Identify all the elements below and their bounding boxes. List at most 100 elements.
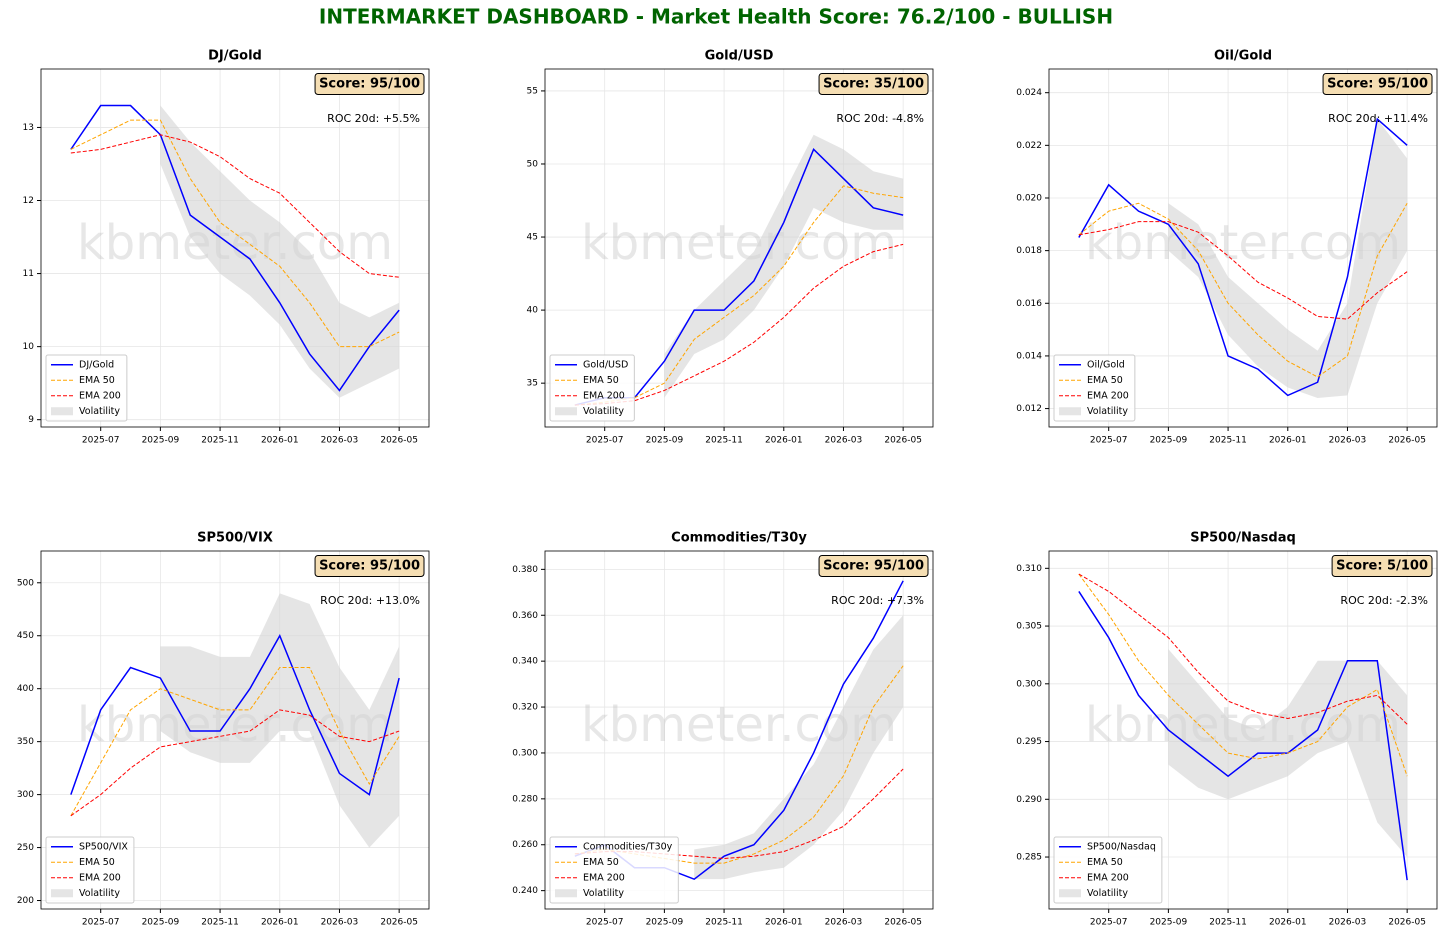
watermark: kbmeter.com (581, 215, 897, 271)
x-tick-label: 2026-01 (1269, 918, 1307, 928)
chart-panel: SP500/VIX 200 250 300 350 400 450 500 2025-07 202… (17, 531, 430, 928)
x-tick-label: 2026-03 (321, 436, 359, 446)
y-tick-label: 0.012 (1016, 404, 1042, 414)
y-tick-label: 0.020 (1016, 193, 1042, 203)
x-tick-label: 2026-03 (825, 436, 863, 446)
y-tick-label: 0.340 (512, 657, 538, 667)
x-tick-label: 2025-11 (1209, 918, 1247, 928)
legend-label: Oil/Gold (1087, 359, 1125, 370)
ema-line (1078, 221, 1408, 320)
y-tick-label: 0.295 (1016, 737, 1042, 747)
y-tick-label: 50 (527, 159, 539, 169)
score-box (818, 555, 929, 577)
legend-box (1053, 354, 1136, 422)
y-tick-label: 0.018 (1016, 246, 1042, 256)
plot-frame (40, 550, 430, 910)
plot-frame (1048, 68, 1438, 428)
x-tick-label: 2026-05 (380, 918, 418, 928)
ema-line (70, 134, 400, 278)
legend-swatch (1059, 407, 1081, 416)
chart-panel: Commodities/T30y 0.240 0.260 0.280 0.300 0.32… (512, 531, 934, 928)
legend-label: Volatility (1087, 888, 1128, 899)
y-tick-label: 0.022 (1016, 141, 1042, 151)
x-tick-label: 2026-01 (261, 918, 299, 928)
legend: DJ/Gold EMA 50 EMA 200 Volatility (45, 354, 128, 422)
x-tick-label: 2026-03 (1329, 436, 1367, 446)
y-tick-label: 0.285 (1016, 853, 1042, 863)
chart-title: DJ/Gold (208, 49, 262, 64)
y-tick-label: 12 (23, 196, 34, 206)
y-tick-label: 300 (17, 790, 34, 800)
legend-label: Commodities/T30y (583, 841, 673, 852)
score-label: Score: 95/100 (319, 559, 420, 574)
legend-label: SP500/Nasdaq (1087, 841, 1156, 852)
y-tick-label: 250 (17, 843, 34, 853)
x-tick-label: 2025-11 (201, 436, 239, 446)
legend-label: Volatility (79, 888, 120, 899)
y-tick-label: 0.380 (512, 565, 538, 575)
x-tick-label: 2026-05 (884, 436, 922, 446)
plot-frame (40, 68, 430, 428)
y-tick-label: 350 (17, 737, 34, 747)
ema-line (70, 667, 400, 817)
roc-annotation: ROC 20d: +13.0% (320, 594, 420, 607)
chart-panel: SP500/Nasdaq 0.285 0.290 0.295 0.300 0.305 0.3… (1016, 531, 1438, 928)
y-tick-label: 0.240 (512, 886, 538, 896)
x-tick-label: 2025-09 (1150, 436, 1188, 446)
y-tick-label: 0.024 (1016, 88, 1042, 98)
x-tick-label: 2025-07 (1090, 436, 1128, 446)
y-tick-label: 0.310 (1016, 564, 1042, 574)
roc-annotation: ROC 20d: +5.5% (327, 112, 420, 125)
chart-panel: Gold/USD 35 40 45 50 55 2025-07 2025-09 2025-11 2… (527, 49, 934, 446)
score-label: Score: 95/100 (823, 559, 924, 574)
x-tick-label: 2026-05 (1388, 918, 1426, 928)
chart-title: Commodities/T30y (671, 531, 807, 546)
legend-label: Gold/USD (583, 359, 628, 370)
chart-panel: Oil/Gold 0.012 0.014 0.016 0.018 0.020 0.022 0.… (1016, 49, 1438, 446)
score-box (1322, 73, 1433, 95)
legend-label: EMA 200 (79, 390, 121, 401)
y-tick-label: 0.260 (512, 840, 538, 850)
ratio-line (1078, 591, 1408, 881)
x-tick-label: 2025-09 (142, 918, 180, 928)
x-tick-label: 2025-07 (82, 436, 120, 446)
y-tick-label: 0.016 (1016, 299, 1042, 309)
x-tick-label: 2025-11 (201, 918, 239, 928)
legend-label: EMA 50 (79, 375, 115, 386)
chart-title: Oil/Gold (1214, 49, 1272, 64)
x-tick-label: 2025-09 (646, 436, 684, 446)
x-tick-label: 2025-07 (1090, 918, 1128, 928)
x-tick-label: 2025-07 (82, 918, 120, 928)
x-tick-label: 2026-05 (884, 918, 922, 928)
score-label: Score: 95/100 (1327, 77, 1428, 92)
legend-label: EMA 50 (79, 857, 115, 868)
y-tick-label: 450 (17, 631, 34, 641)
x-tick-label: 2026-01 (765, 436, 803, 446)
legend-label: Volatility (583, 406, 624, 417)
legend-label: EMA 50 (583, 857, 619, 868)
y-tick-label: 0.320 (512, 703, 538, 713)
y-tick-label: 45 (527, 233, 538, 243)
legend: Commodities/T30y EMA 50 EMA 200 Volatility (549, 836, 679, 904)
y-tick-label: 0.290 (1016, 795, 1042, 805)
score-label: Score: 95/100 (319, 77, 420, 92)
x-tick-label: 2025-09 (142, 436, 180, 446)
legend-box (45, 836, 135, 904)
legend-label: EMA 200 (1087, 872, 1129, 883)
score-box (818, 73, 929, 95)
score-label: Score: 5/100 (1336, 559, 1428, 574)
y-tick-label: 0.014 (1016, 351, 1042, 361)
y-tick-label: 0.305 (1016, 622, 1042, 632)
y-tick-label: 13 (23, 123, 34, 133)
y-tick-label: 500 (17, 578, 34, 588)
score-box (1331, 555, 1433, 577)
y-tick-label: 400 (17, 684, 34, 694)
x-tick-label: 2026-03 (825, 918, 863, 928)
y-tick-label: 11 (23, 269, 34, 279)
legend-label: EMA 200 (583, 872, 625, 883)
ema-line (1078, 202, 1408, 378)
score-box (314, 73, 425, 95)
volatility-band (694, 615, 904, 880)
legend-label: SP500/VIX (79, 841, 128, 852)
legend-label: Volatility (79, 406, 120, 417)
